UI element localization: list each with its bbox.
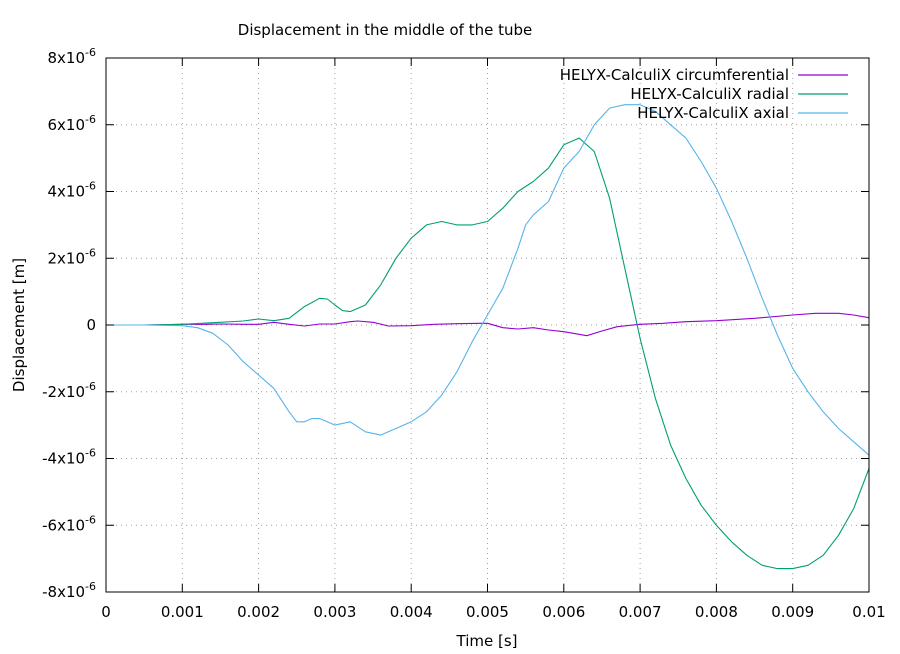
y-tick-label: -2x10-6	[42, 380, 96, 401]
x-axis-label: Time [s]	[456, 632, 518, 650]
plot-area	[106, 104, 870, 570]
y-tick-label: -6x10-6	[42, 513, 96, 534]
x-tick-label: 0.006	[542, 603, 585, 621]
x-tick-label: 0.003	[313, 603, 356, 621]
axis-ticks: 0 0.001 0.002 0.003 0.004 0.005 0.006 0.007 0.00…	[42, 46, 886, 621]
y-tick-label: -8x10-6	[42, 580, 96, 601]
x-tick-label: 0.004	[390, 603, 433, 621]
series-line	[106, 104, 870, 456]
legend-entry-label: HELYX-CalculiX radial	[630, 85, 789, 103]
x-tick-label: 0.01	[852, 603, 885, 621]
x-tick-label: 0.008	[695, 603, 738, 621]
y-tick-label: 6x10-6	[48, 113, 96, 134]
y-tick-label: 4x10-6	[48, 180, 96, 201]
chart-title: Displacement in the middle of the tube	[238, 21, 532, 39]
legend-entry-label: HELYX-CalculiX circumferential	[560, 66, 789, 84]
x-tick-label: 0.002	[237, 603, 280, 621]
x-tick-label: 0	[101, 603, 111, 621]
legend: HELYX-CalculiX circumferentialHELYX-Calc…	[560, 66, 848, 122]
series-line	[106, 312, 870, 337]
x-tick-label: 0.009	[771, 603, 814, 621]
series-line	[106, 137, 870, 570]
grid	[106, 58, 869, 592]
x-tick-label: 0.005	[466, 603, 509, 621]
y-axis-label: Displacement [m]	[10, 258, 28, 392]
x-tick-label: 0.007	[619, 603, 662, 621]
y-tick-label: -4x10-6	[42, 447, 96, 468]
x-tick-label: 0.001	[161, 603, 204, 621]
y-tick-label: 0	[86, 316, 96, 334]
y-tick-label: 2x10-6	[48, 246, 96, 267]
y-tick-label: 8x10-6	[48, 46, 96, 67]
legend-entry-label: HELYX-CalculiX axial	[637, 104, 789, 122]
